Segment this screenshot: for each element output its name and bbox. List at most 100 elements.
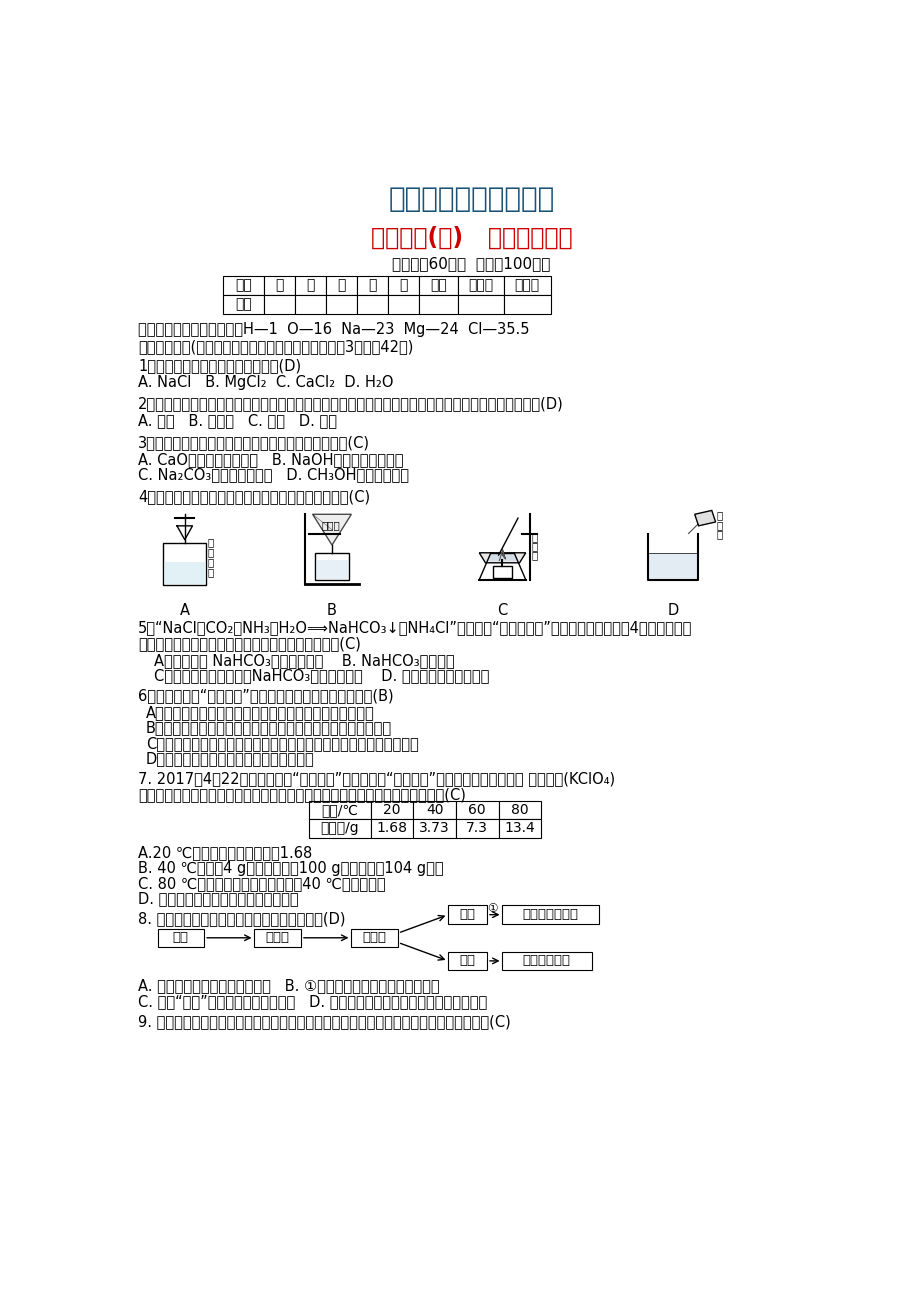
Text: 7. 2017年4月22日，货运飞船“天舟一号”升入太空和“天宫二号”完成第一次交会对接。 高氯酸钾(KClO₄): 7. 2017年4月22日，货运飞船“天舟一号”升入太空和“天宫二号”完成第一次… bbox=[138, 772, 615, 786]
Text: 单元测试(二)   海水中的化学: 单元测试(二) 海水中的化学 bbox=[370, 225, 572, 250]
Bar bbox=[388, 276, 418, 294]
Text: 母液: 母液 bbox=[460, 954, 475, 967]
Bar bbox=[413, 801, 456, 819]
Text: A: A bbox=[179, 603, 189, 618]
Text: 海水: 海水 bbox=[173, 931, 188, 944]
Bar bbox=[223, 294, 264, 314]
Text: 二: 二 bbox=[306, 279, 314, 292]
Text: C. 80 ℃的高氯酸钾饱和溶液冷却至40 ℃有结晶现象: C. 80 ℃的高氯酸钾饱和溶液冷却至40 ℃有结晶现象 bbox=[138, 876, 385, 891]
Text: C. Na₂CO₃、苏打、碳酸钠   D. CH₃OH、酒精、乙醇: C. Na₂CO₃、苏打、碳酸钠 D. CH₃OH、酒精、乙醇 bbox=[138, 467, 409, 482]
Text: 20: 20 bbox=[383, 803, 401, 816]
Text: 7.3: 7.3 bbox=[466, 822, 488, 836]
Text: 一、我会选择(每小题只有一个选项符合题意，每小题3分，共42分): 一、我会选择(每小题只有一个选项符合题意，每小题3分，共42分) bbox=[138, 340, 414, 354]
Text: 粗盐: 粗盐 bbox=[460, 909, 475, 922]
Bar bbox=[504, 294, 550, 314]
Text: 可用作火箭推进剂，下表是高氯酸钾在不同温度时的溶解度。下列说法正确的是(C): 可用作火箭推进剂，下表是高氯酸钾在不同温度时的溶解度。下列说法正确的是(C) bbox=[138, 786, 466, 802]
Bar bbox=[314, 553, 348, 579]
Bar bbox=[309, 801, 370, 819]
Text: 食盐水: 食盐水 bbox=[321, 519, 339, 530]
Bar bbox=[315, 560, 348, 579]
Bar bbox=[164, 562, 206, 585]
Text: 溶解度/g: 溶解度/g bbox=[320, 822, 358, 836]
Text: 80: 80 bbox=[511, 803, 528, 816]
Text: 复分人: 复分人 bbox=[514, 279, 539, 292]
Text: B. 40 ℃时，将4 g高氯酸钾溶于100 g水中可得到104 g溶液: B. 40 ℃时，将4 g高氯酸钾溶于100 g水中可得到104 g溶液 bbox=[138, 861, 443, 876]
Text: 食: 食 bbox=[716, 510, 721, 521]
Bar bbox=[357, 276, 388, 294]
Text: 2．海洋是一个巨大的宝藏，期待着人们的开发和利用。下列物质不经过化学变化就能从海水中获得的是(D): 2．海洋是一个巨大的宝藏，期待着人们的开发和利用。下列物质不经过化学变化就能从海… bbox=[138, 397, 563, 411]
Text: D: D bbox=[666, 603, 678, 618]
Text: 盐: 盐 bbox=[208, 557, 214, 568]
Text: 食: 食 bbox=[208, 547, 214, 557]
Bar bbox=[388, 294, 418, 314]
Bar bbox=[370, 801, 413, 819]
Text: 多种化工产品: 多种化工产品 bbox=[522, 954, 570, 967]
Text: A. 纯碱   B. 单质镁   C. 烧碱   D. 粗盐: A. 纯碱 B. 单质镁 C. 烧碱 D. 粗盐 bbox=[138, 414, 337, 428]
Bar bbox=[294, 294, 325, 314]
Text: D．蒸发完成后，直接用手将蒸发皿拿下来: D．蒸发完成后，直接用手将蒸发皿拿下来 bbox=[146, 751, 314, 767]
Text: 题号: 题号 bbox=[235, 279, 252, 292]
Bar bbox=[264, 294, 294, 314]
Bar bbox=[413, 819, 456, 837]
Text: （时间：60分钟  总分：100分）: （时间：60分钟 总分：100分） bbox=[391, 256, 550, 271]
Bar bbox=[264, 276, 294, 294]
Text: C: C bbox=[497, 603, 507, 618]
Text: 水: 水 bbox=[531, 551, 538, 560]
Text: 1．浩瀚的海洋中含量最多的物质是(D): 1．浩瀚的海洋中含量最多的物质是(D) bbox=[138, 358, 301, 372]
Text: 盐: 盐 bbox=[716, 519, 721, 530]
Bar bbox=[502, 905, 598, 924]
Text: 总分: 总分 bbox=[429, 279, 446, 292]
Text: 结晶池: 结晶池 bbox=[362, 931, 386, 944]
Text: 温度/℃: 温度/℃ bbox=[321, 803, 357, 816]
Text: C. 海水“晒盐”得到的粗盐还含有杂质   D. 析出粗盐后的母液是氯化钠的不饱和溶液: C. 海水“晒盐”得到的粗盐还含有杂质 D. 析出粗盐后的母液是氯化钠的不饱和溶… bbox=[138, 993, 487, 1009]
Text: A．该条件下 NaHCO₃的溶解度较小    B. NaHCO₃不是纯碱: A．该条件下 NaHCO₃的溶解度较小 B. NaHCO₃不是纯碱 bbox=[153, 652, 454, 668]
Text: 食: 食 bbox=[531, 533, 538, 542]
Text: 3．下列各组中的物质化学式与俗名、名称均一致的是(C): 3．下列各组中的物质化学式与俗名、名称均一致的是(C) bbox=[138, 435, 369, 450]
Bar bbox=[504, 276, 550, 294]
Bar bbox=[163, 543, 206, 585]
Bar bbox=[648, 553, 697, 579]
Polygon shape bbox=[694, 510, 715, 526]
Text: A. NaCl   B. MgCl₂  C. CaCl₂  D. H₂O: A. NaCl B. MgCl₂ C. CaCl₂ D. H₂O bbox=[138, 375, 393, 389]
Text: 盐: 盐 bbox=[531, 542, 538, 551]
Polygon shape bbox=[479, 553, 525, 562]
Text: 13.4: 13.4 bbox=[504, 822, 535, 836]
Bar bbox=[357, 294, 388, 314]
Text: 可能用到的相对原子质量：H—1  O—16  Na—23  Mg—24  Cl—35.5: 可能用到的相对原子质量：H—1 O—16 Na—23 Mg—24 Cl—35.5 bbox=[138, 322, 529, 337]
Text: 水: 水 bbox=[716, 529, 721, 539]
Bar bbox=[294, 276, 325, 294]
Text: 1.68: 1.68 bbox=[376, 822, 407, 836]
Bar bbox=[456, 819, 498, 837]
Bar bbox=[325, 276, 357, 294]
Text: 得分: 得分 bbox=[235, 297, 252, 311]
Bar bbox=[448, 905, 486, 924]
Text: A.20 ℃时高氯酸钾的溶解度为1.68: A.20 ℃时高氯酸钾的溶解度为1.68 bbox=[138, 845, 312, 861]
Bar bbox=[498, 801, 540, 819]
Bar bbox=[493, 566, 511, 578]
Bar bbox=[457, 276, 504, 294]
Bar bbox=[498, 819, 540, 837]
Text: 四: 四 bbox=[368, 279, 376, 292]
Text: 合分人: 合分人 bbox=[468, 279, 493, 292]
Text: C．析出固体后的溶液为NaHCO₃的不饱和溶液    D. 从该反应可以获得氮肥: C．析出固体后的溶液为NaHCO₃的不饱和溶液 D. 从该反应可以获得氮肥 bbox=[153, 668, 489, 684]
Text: 60: 60 bbox=[468, 803, 485, 816]
Polygon shape bbox=[312, 514, 351, 546]
Text: 9. 实验室中有两瓶失去标签的稀盐酸和氯化钠溶液，下列四种试剂中能将其鉴别出来的是(C): 9. 实验室中有两瓶失去标签的稀盐酸和氯化钠溶液，下列四种试剂中能将其鉴别出来的… bbox=[138, 1014, 510, 1029]
Bar bbox=[448, 952, 486, 970]
Bar bbox=[456, 801, 498, 819]
Text: B．如果经两次过滤滤液仍浑浊，则应检查实验装置并分析原因: B．如果经两次过滤滤液仍浑浊，则应检查实验装置并分析原因 bbox=[146, 720, 391, 736]
Text: 最新化学精品教学资料: 最新化学精品教学资料 bbox=[388, 185, 554, 214]
Bar bbox=[418, 294, 457, 314]
Text: 较纯净的氯化钠: 较纯净的氯化钠 bbox=[522, 909, 578, 922]
Bar bbox=[223, 276, 264, 294]
Text: A．为加快过滤速度，应用玻璃棒不断搅拌过滤器内的液体: A．为加快过滤速度，应用玻璃棒不断搅拌过滤器内的液体 bbox=[146, 706, 374, 720]
Bar bbox=[309, 819, 370, 837]
Text: 应涉及的有关知识发表的部分见解。其中不正确的是(C): 应涉及的有关知识发表的部分见解。其中不正确的是(C) bbox=[138, 635, 361, 651]
Text: A. 从母液中可进一步制得金属镁   B. ①处操作是溶解、过滤、蒸发结晶: A. 从母液中可进一步制得金属镁 B. ①处操作是溶解、过滤、蒸发结晶 bbox=[138, 979, 439, 993]
Text: ①: ① bbox=[487, 901, 497, 914]
Bar bbox=[255, 928, 301, 947]
Bar bbox=[370, 819, 413, 837]
Text: 4．下列表示的实验操作中，可以将食盐结晶出来的是(C): 4．下列表示的实验操作中，可以将食盐结晶出来的是(C) bbox=[138, 488, 370, 504]
Bar bbox=[488, 555, 516, 561]
Bar bbox=[502, 952, 591, 970]
